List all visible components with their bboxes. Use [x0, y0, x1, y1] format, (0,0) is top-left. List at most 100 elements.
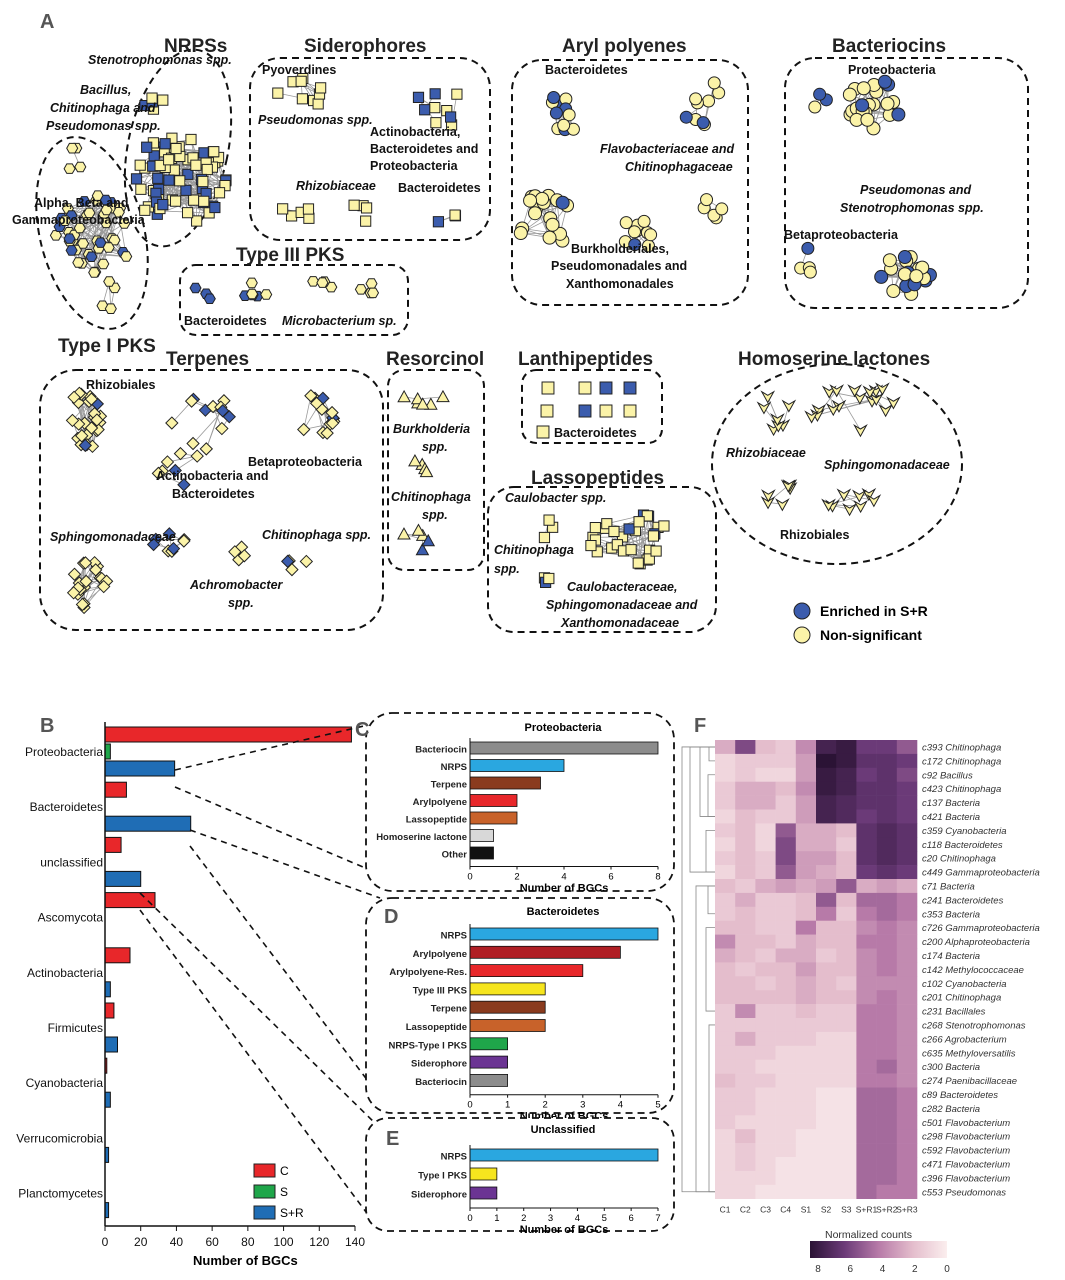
heatmap-row-label: c393 Chitinophaga	[922, 743, 1001, 754]
label-caulobacteraceae: Caulobacteraceae,	[567, 580, 677, 594]
legend-c-label: C	[280, 1164, 289, 1178]
heatmap-cell	[715, 865, 736, 880]
network-node	[103, 276, 116, 287]
heatmap-cell	[856, 837, 877, 852]
heatmap-cell	[876, 962, 898, 977]
heatmap-cell	[735, 962, 756, 977]
heatmap-cell	[715, 934, 736, 949]
network-node	[97, 258, 110, 270]
heatmap-cell	[876, 781, 898, 796]
heatmap-cell	[795, 781, 817, 796]
heatmap-row-label: c553 Pseudomonas	[922, 1187, 1006, 1198]
network-node	[852, 391, 868, 405]
dendrogram-branch	[689, 746, 715, 873]
heatmap-cell	[755, 851, 776, 866]
heatmap-cell	[735, 934, 756, 949]
heatmap-cell	[735, 1170, 756, 1186]
heatmap-cell	[896, 865, 918, 880]
network-node	[130, 173, 143, 185]
network-edge	[192, 410, 223, 444]
heatmap-cell	[836, 1031, 857, 1047]
heatmap-cell	[755, 990, 776, 1005]
heatmap-cell	[775, 1143, 797, 1158]
network-node	[853, 499, 868, 514]
network-node	[842, 87, 857, 102]
subpanel-x-tick-label: 2	[543, 1100, 548, 1111]
heatmap-cell	[836, 1115, 857, 1130]
heatmap-cell	[715, 920, 736, 935]
network-node	[628, 238, 642, 252]
network-node	[134, 159, 146, 171]
heatmap-cell	[816, 740, 837, 755]
label-chitinophaga: Chitinophaga	[494, 543, 574, 557]
heatmap-cell	[856, 753, 877, 769]
heatmap-cell	[896, 1157, 918, 1172]
network-node	[360, 215, 372, 227]
subpanel-category-label: Siderophore	[411, 1059, 467, 1070]
heatmap-cell	[816, 1143, 837, 1158]
heatmap-cell	[715, 879, 736, 894]
subpanel-bar	[469, 829, 494, 842]
heatmap-cell	[816, 851, 837, 866]
heatmap-cell	[735, 851, 756, 866]
network-node	[861, 487, 877, 502]
heatmap-cell	[795, 1101, 817, 1116]
colorbar-tick-label: 4	[880, 1264, 886, 1275]
subpanel-bar	[469, 1019, 546, 1032]
heatmap-cell	[816, 865, 837, 880]
network-node	[141, 141, 153, 153]
heatmap-cell	[795, 1157, 817, 1172]
legend-nonsignificant-label: Non-significant	[820, 627, 922, 643]
label-spp: spp.	[422, 440, 448, 454]
heatmap-cell	[755, 865, 776, 880]
heatmap-cell	[755, 920, 776, 935]
network-node	[78, 196, 91, 207]
heatmap-cell	[775, 948, 797, 963]
network-node	[877, 74, 892, 89]
heatmap-cell	[715, 753, 736, 769]
network-node	[781, 399, 797, 413]
heatmap-cell	[896, 851, 918, 866]
heatmap-cell	[755, 892, 776, 908]
label-rhizobiales: Rhizobiales	[780, 528, 850, 542]
network-node	[63, 233, 76, 244]
network-node	[625, 544, 637, 556]
panel-b-bars	[104, 726, 352, 1219]
label-caulobacter: Caulobacter spp.	[505, 491, 606, 505]
heatmap-cell	[856, 934, 877, 949]
heatmap-cell	[735, 1101, 756, 1116]
heatmap-cell	[775, 1059, 797, 1074]
network-node	[632, 557, 644, 569]
network-node	[99, 194, 112, 206]
label-betaproteobacteria: Betaproteobacteria	[784, 228, 899, 242]
bar-c-actinobacteria	[104, 947, 131, 964]
heatmap-cell	[836, 851, 857, 866]
bar-srr-unclassified	[104, 870, 142, 887]
label-sphingomonadaceae-and: Sphingomonadaceae and	[546, 598, 698, 612]
heatmap-cell	[775, 753, 797, 769]
heatmap-row-label: c471 Flavobacterium	[922, 1160, 1010, 1171]
heatmap-cell	[735, 1087, 756, 1102]
heatmap-cell	[816, 1115, 837, 1130]
label-burkholderia: Burkholderia	[393, 422, 470, 436]
network-node	[825, 402, 841, 417]
panel-e: E Unclassified NRPS Type I PKS Siderophore 0…	[365, 1117, 675, 1236]
panel-b: B Proteobacteria Bacteroidetes unclassifie…	[16, 715, 365, 1268]
network-node	[83, 207, 96, 219]
heatmap-cell	[856, 1157, 877, 1172]
x-tick-label: 60	[205, 1235, 219, 1249]
heatmap-cell	[856, 1184, 877, 1199]
heatmap-cell	[836, 1170, 857, 1186]
heatmap-cell	[896, 1059, 918, 1074]
subpanel-x-tick-label: 1	[505, 1100, 510, 1111]
label-stenotrophomonas: Stenotrophomonas spp.	[840, 201, 984, 215]
heatmap-column-label: C3	[760, 1205, 771, 1215]
network-node	[304, 389, 318, 403]
heatmap-cell	[715, 1157, 736, 1172]
network-node	[100, 204, 113, 216]
network-node	[897, 267, 912, 282]
heatmap-row-label: c241 Bacteroidetes	[922, 895, 1004, 906]
node-legend: Enriched in S+R Non-significant	[793, 602, 928, 644]
network-node	[542, 230, 557, 245]
connector-e-top	[139, 892, 381, 1129]
